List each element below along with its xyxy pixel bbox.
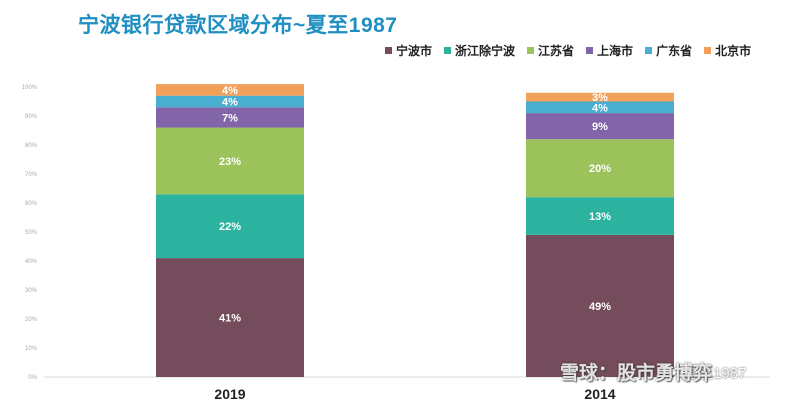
- legend-item: 广东省: [645, 42, 692, 59]
- watermark: 雪球：股市勇博弈: [560, 363, 713, 384]
- y-tick-label: 80%: [25, 143, 38, 149]
- data-label: 4%: [222, 85, 238, 97]
- legend-item: 宁波市: [385, 42, 432, 59]
- y-tick-label: 90%: [25, 114, 38, 120]
- legend-swatch: [704, 47, 712, 54]
- bar-segment: [156, 95, 304, 108]
- data-label: 3%: [592, 92, 608, 104]
- data-label: 4%: [592, 102, 608, 114]
- bar-segment: [156, 84, 304, 96]
- bar-segment: [526, 113, 674, 140]
- data-label: 4%: [222, 97, 238, 109]
- bar-segment: [156, 107, 304, 128]
- bar-segment: [156, 194, 304, 259]
- legend-label: 浙江除宁波: [455, 44, 516, 58]
- data-label: 20%: [589, 163, 611, 175]
- data-label: 7%: [222, 112, 238, 124]
- legend-item: 江苏省: [527, 42, 574, 59]
- data-label: 9%: [592, 121, 608, 133]
- y-tick-label: 30%: [25, 288, 38, 294]
- legend-item: 北京市: [704, 42, 751, 59]
- data-label: 41%: [219, 313, 241, 325]
- legend-swatch: [586, 47, 594, 54]
- y-tick-label: 10%: [25, 346, 38, 352]
- watermark-author: 夏至1987: [683, 365, 747, 382]
- legend-swatch: [645, 47, 653, 54]
- x-tick-label: 2019: [214, 386, 245, 402]
- bar-segment: [156, 127, 304, 195]
- legend: 宁波市 浙江除宁波 江苏省 上海市 广东省 北京市: [385, 42, 751, 59]
- y-tick-label: 70%: [25, 172, 38, 178]
- y-tick-label: 40%: [25, 259, 38, 265]
- x-tick-label: 2014: [584, 386, 615, 402]
- y-tick-label: 50%: [25, 230, 38, 236]
- y-tick-label: 0%: [28, 375, 37, 381]
- wechat-icon: [662, 364, 678, 376]
- legend-label: 江苏省: [538, 44, 575, 58]
- legend-swatch: [385, 47, 392, 54]
- legend-swatch: [444, 47, 452, 54]
- bar-segment: [526, 234, 674, 377]
- bar-segment: [526, 139, 674, 198]
- y-tick-label: 60%: [25, 201, 38, 207]
- legend-item: 上海市: [586, 42, 633, 59]
- bar-segment: [526, 101, 674, 114]
- legend-label: 上海市: [597, 44, 634, 58]
- legend-label: 广东省: [656, 44, 693, 58]
- legend-label: 宁波市: [396, 44, 433, 58]
- legend-item: 浙江除宁波: [444, 42, 515, 59]
- y-tick-label: 20%: [25, 317, 38, 323]
- data-label: 13%: [589, 211, 611, 223]
- bar-segment: [156, 258, 304, 377]
- y-tick-label: 100%: [22, 85, 38, 91]
- bar-segment: [526, 92, 674, 102]
- data-label: 22%: [219, 221, 241, 233]
- bar-segment: [526, 197, 674, 235]
- data-label: 49%: [589, 301, 611, 313]
- legend-swatch: [527, 47, 535, 54]
- chart-title: 宁波银行贷款区域分布~夏至1987: [78, 14, 398, 37]
- data-label: 23%: [219, 156, 241, 168]
- legend-label: 北京市: [715, 44, 752, 58]
